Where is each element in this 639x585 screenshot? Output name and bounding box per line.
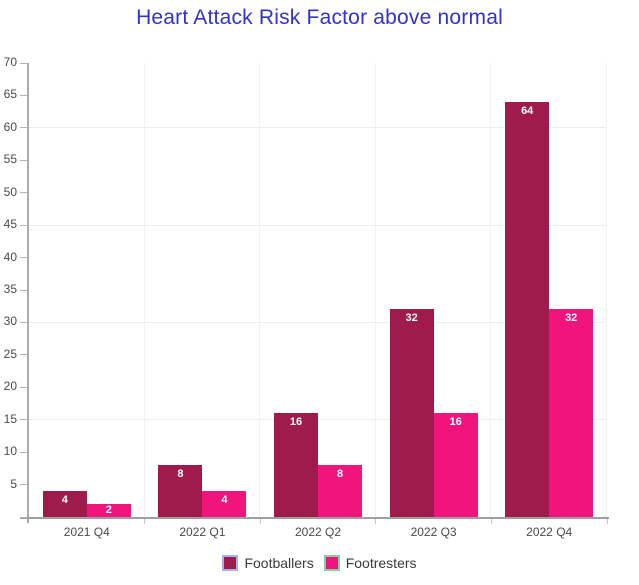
gridline-vertical	[374, 63, 376, 517]
y-axis-tick	[20, 419, 27, 421]
x-axis-line	[20, 517, 609, 519]
legend-item-footresters[interactable]: Footresters	[323, 555, 417, 571]
x-axis-tick	[144, 519, 146, 524]
y-axis-tick	[20, 451, 27, 453]
y-axis-label: 55	[3, 152, 17, 167]
bar-value-label: 64	[521, 105, 534, 117]
y-axis-tick	[20, 224, 27, 226]
y-axis-label: 60	[3, 119, 17, 134]
gridline-horizontal	[29, 127, 607, 129]
y-axis-label: 20	[3, 379, 17, 394]
bar-value-label: 16	[449, 416, 462, 428]
y-axis-label: 15	[3, 411, 17, 426]
legend-item-footballers[interactable]: Footballers	[222, 555, 314, 571]
gridline-horizontal	[29, 224, 607, 226]
bar-value-label: 16	[289, 416, 303, 428]
y-axis-label: 50	[3, 184, 17, 199]
x-axis-tick	[490, 519, 492, 524]
y-axis-tick	[20, 516, 27, 518]
bar-footballers-2022-q1[interactable]: 8	[158, 465, 203, 517]
bar-footresters-2022-q3[interactable]: 16	[433, 413, 478, 517]
x-axis-label: 2022 Q4	[526, 525, 573, 539]
gridline-vertical	[259, 63, 261, 517]
gridline-vertical	[606, 63, 607, 517]
gridline-vertical	[143, 63, 145, 517]
y-axis-label: 10	[3, 444, 17, 459]
bar-value-label: 8	[177, 468, 184, 480]
y-axis-label: 35	[3, 282, 17, 296]
y-axis-tick	[20, 159, 27, 161]
legend-label-footresters: Footresters	[345, 555, 417, 571]
bar-footballers-2022-q4[interactable]: 64	[505, 102, 550, 517]
bar-footballers-2021-q4[interactable]: 4	[42, 491, 87, 517]
legend-swatch-footballers	[222, 555, 239, 571]
y-axis-label: 25	[3, 346, 17, 361]
x-axis-label: 2022 Q1	[179, 525, 226, 539]
x-axis-tick	[259, 519, 261, 524]
y-axis-line	[27, 63, 29, 523]
y-axis-tick	[20, 484, 27, 486]
y-axis-label: 45	[3, 217, 17, 232]
legend-label-footballers: Footballers	[244, 555, 314, 571]
y-axis-tick	[20, 192, 27, 194]
gridline-horizontal	[29, 419, 607, 421]
y-axis-label: 65	[3, 87, 17, 102]
bar-footresters-2021-q4[interactable]: 2	[86, 504, 131, 517]
y-axis-tick	[20, 354, 27, 356]
y-axis-tick	[20, 94, 27, 96]
bar-value-label: 8	[336, 468, 344, 480]
gridline-horizontal	[29, 321, 607, 323]
y-axis-tick	[20, 257, 27, 259]
y-axis-label: 70	[3, 55, 17, 69]
y-axis-tick	[20, 127, 27, 129]
gridline-vertical	[490, 63, 492, 517]
bar-value-label: 32	[405, 312, 418, 324]
x-axis-label: 2022 Q3	[410, 525, 457, 539]
bar-value-label: 2	[105, 504, 112, 516]
y-axis-label: 30	[3, 314, 17, 329]
bar-value-label: 32	[565, 312, 578, 324]
bar-footresters-2022-q1[interactable]: 4	[202, 491, 247, 517]
y-axis-tick	[20, 321, 27, 323]
bar-value-label: 4	[221, 494, 228, 506]
chart-title: Heart Attack Risk Factor above normal	[136, 6, 503, 29]
legend: Footballers Footresters	[0, 555, 639, 571]
y-axis-label: 5	[10, 476, 17, 491]
x-axis-tick	[375, 519, 377, 524]
y-axis-label: 40	[3, 249, 17, 264]
bar-footresters-2022-q4[interactable]: 32	[549, 309, 594, 517]
x-axis-tick	[606, 519, 608, 524]
bar-value-label: 4	[61, 494, 68, 506]
legend-swatch-footresters	[323, 555, 340, 571]
bar-footresters-2022-q2[interactable]: 8	[318, 465, 362, 517]
plot-area: 5 10 15 20 25 30 35 40 45 50 55 60 65 70 4 2 2021 Q4 8 4 20…	[4, 55, 609, 539]
y-axis-tick	[20, 386, 27, 388]
y-axis-tick	[20, 289, 27, 291]
bar-footballers-2022-q2[interactable]: 16	[274, 413, 318, 517]
y-axis-tick	[20, 62, 27, 64]
x-axis-label: 2022 Q2	[294, 525, 342, 539]
x-axis-label: 2021 Q4	[63, 525, 110, 539]
bar-footballers-2022-q3[interactable]: 32	[389, 309, 434, 517]
